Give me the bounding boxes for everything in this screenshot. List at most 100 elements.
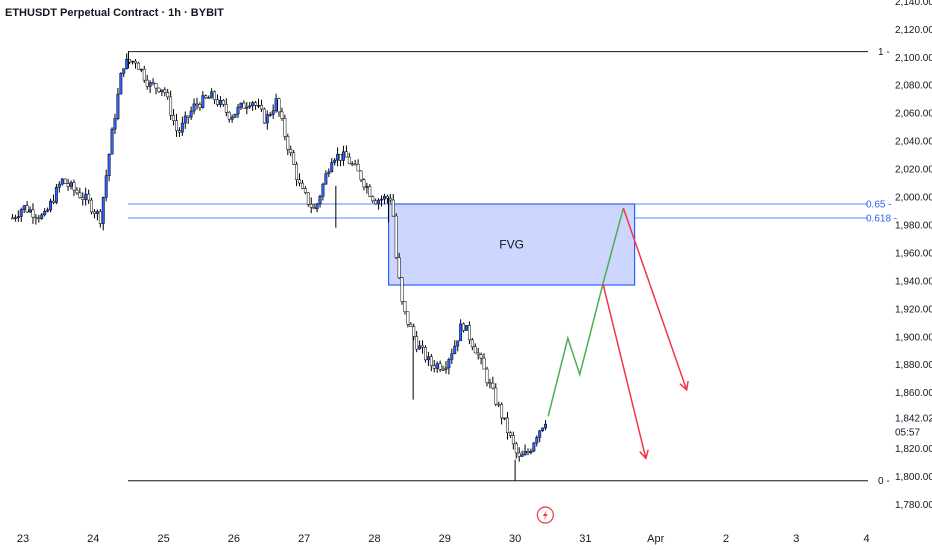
price-tick-label: 1,780.00 xyxy=(895,500,932,511)
candle-body xyxy=(248,105,252,108)
candle-body xyxy=(538,430,542,438)
price-tick-label: 1,820.00 xyxy=(895,444,932,455)
candle-body xyxy=(13,217,17,219)
candle-body xyxy=(210,91,214,99)
candle-body xyxy=(508,432,512,436)
candle-body xyxy=(22,205,26,210)
price-tick-label: 1,920.00 xyxy=(895,304,932,315)
price-tick-label: 2,100.00 xyxy=(895,53,932,64)
fib-1-label: 1 - xyxy=(878,47,890,58)
fvg-zone[interactable]: FVG xyxy=(387,203,636,286)
price-tick-label: 2,120.00 xyxy=(895,25,932,36)
red-arrowhead xyxy=(639,449,649,460)
candle-body xyxy=(321,183,325,197)
candle-body xyxy=(447,359,451,369)
candle-body xyxy=(303,188,307,193)
price-tick-label: 2,040.00 xyxy=(895,137,932,148)
candle-body xyxy=(424,347,427,361)
price-axis[interactable]: 2,140.00 2,120.00 2,100.00 2,080.00 2,060.00… xyxy=(895,0,932,511)
candle-body xyxy=(494,387,498,405)
red-arrowhead xyxy=(679,380,689,392)
candle-body xyxy=(365,186,369,188)
chart-title: ETHUSDT Perpetual Contract · 1h · BYBIT xyxy=(5,7,224,19)
candle-body xyxy=(374,200,378,205)
candle-body xyxy=(400,277,404,302)
candle-body xyxy=(75,189,79,194)
candle-body xyxy=(426,356,430,361)
date-tick-label: 25 xyxy=(157,533,169,545)
candle-body xyxy=(432,365,436,369)
candle-body xyxy=(218,100,222,105)
candle-body xyxy=(394,215,398,258)
candle-body xyxy=(476,352,480,355)
candle-body xyxy=(175,120,178,131)
candle-body xyxy=(500,404,504,419)
candle-body xyxy=(277,98,281,113)
candle-body xyxy=(134,60,137,64)
candle-body xyxy=(198,104,202,108)
candle-body xyxy=(429,356,433,366)
price-tick-label: 2,140.00 xyxy=(895,0,932,8)
candle-body xyxy=(19,209,23,217)
candle-body xyxy=(318,196,322,205)
candle-body xyxy=(362,179,366,188)
time-axis[interactable]: 23 24 25 26 27 28 29 30 31 Apr 2 3 4 xyxy=(17,533,870,545)
candle-body xyxy=(221,100,225,105)
candle-body xyxy=(438,363,442,370)
candle-body xyxy=(342,151,345,161)
candle-body xyxy=(72,182,76,191)
last-price-label: 1,842.02 xyxy=(895,413,932,424)
candle-body xyxy=(230,117,234,120)
candle-body xyxy=(541,427,545,432)
candle-body xyxy=(456,340,460,347)
candle-body xyxy=(119,73,123,95)
candle-body xyxy=(257,105,260,107)
candle-body xyxy=(482,357,486,370)
candle-body xyxy=(37,217,41,220)
candle-body xyxy=(148,82,152,87)
candle-body xyxy=(327,171,331,175)
candle-body xyxy=(286,136,290,150)
lightning-icon[interactable] xyxy=(536,506,554,524)
date-tick-label: 2 xyxy=(723,533,729,545)
fvg-box[interactable] xyxy=(387,203,636,286)
candle-body xyxy=(347,156,351,165)
candle-body xyxy=(49,200,52,211)
date-tick-label: 30 xyxy=(509,533,521,545)
candle-body xyxy=(227,112,231,120)
candle-body xyxy=(470,339,474,348)
candle-body xyxy=(28,209,32,213)
candle-body xyxy=(383,196,386,200)
price-tick-label: 2,060.00 xyxy=(895,109,932,120)
candle-body xyxy=(262,108,266,124)
candle-body xyxy=(353,163,357,166)
candle-body xyxy=(251,102,255,107)
price-tick-label: 1,860.00 xyxy=(895,388,932,399)
candle-body xyxy=(87,193,91,201)
candle-body xyxy=(467,325,471,341)
candle-body xyxy=(339,153,342,161)
green-projection-path xyxy=(547,207,625,417)
candle-body xyxy=(177,130,181,133)
candle-body xyxy=(514,443,518,454)
date-tick-label: 4 xyxy=(864,533,870,545)
candle-body xyxy=(265,114,269,124)
candle-body xyxy=(315,203,319,210)
candle-body xyxy=(90,199,93,213)
candle-body xyxy=(31,209,35,218)
candle-body xyxy=(40,214,44,219)
candle-body xyxy=(356,163,360,172)
candle-body xyxy=(69,182,73,187)
candle-body xyxy=(415,336,419,350)
date-tick-label: 27 xyxy=(298,533,310,545)
candle-body xyxy=(131,60,135,63)
red-projection-path xyxy=(602,283,647,459)
candle-body xyxy=(116,93,120,119)
candle-body xyxy=(154,83,158,89)
candle-body xyxy=(145,79,149,87)
candle-body xyxy=(544,423,548,429)
candle-body xyxy=(491,382,495,389)
candle-body xyxy=(371,196,375,202)
candle-body xyxy=(312,207,316,210)
